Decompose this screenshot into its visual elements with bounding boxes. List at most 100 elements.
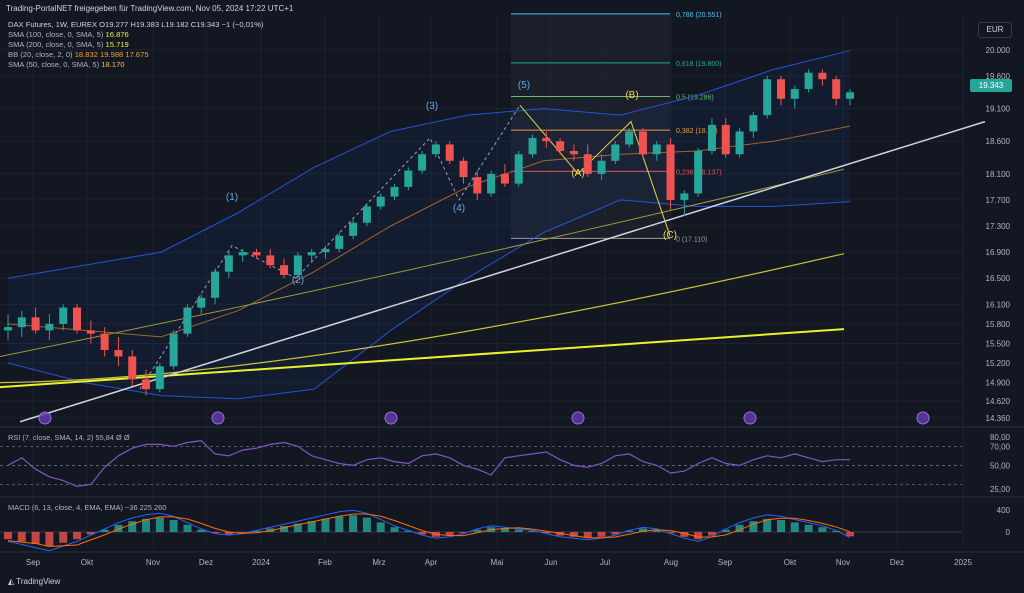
candle-body [100,333,109,350]
macd-histogram-bar [652,529,661,532]
macd-histogram-bar [59,532,68,543]
macd-histogram-bar [224,532,233,535]
candle-body [362,206,371,223]
candle-body [17,317,26,328]
macd-histogram-bar [763,518,772,532]
macd-histogram-bar [45,532,54,547]
event-marker-icon [743,411,757,425]
legend-sma200: SMA (200, close, 0, SMA, 5) 15.719 [8,40,263,50]
macd-histogram-bar [500,528,509,532]
macd-histogram-bar [4,532,12,540]
y-tick-label: 20.000 [986,46,1011,55]
elliott-wave-label: (2) [292,275,304,286]
legend-bb: BB (20, close, 2, 0) 18.832 19.988 17.67… [8,50,263,60]
macd-histogram-bar [362,517,371,532]
event-marker-icon [384,411,398,425]
macd-histogram-bar [252,530,261,532]
macd-histogram-bar [776,520,785,532]
y-tick-label: 16.500 [986,274,1011,283]
fib-level-label: 0,5 (19.286) [676,94,714,101]
macd-histogram-bar [666,532,675,534]
tradingview-logo[interactable]: ◭ TradingView [8,577,60,586]
candle-body [376,196,385,207]
candle-body [776,79,785,99]
macd-histogram-bar [376,522,385,532]
x-tick-label: Jul [600,558,610,567]
candle-body [680,193,689,200]
currency-button[interactable]: EUR [978,22,1012,38]
elliott-impulse-path [139,105,521,390]
legend-sma100-value: 16.876 [105,30,129,39]
candle-body [418,154,427,171]
macd-histogram-bar [846,532,854,537]
rsi-legend[interactable]: RSI (7, close, SMA, 14, 2) 55,84 Ø Ø [8,433,130,442]
candle-body [569,151,578,155]
candle-body [224,255,233,272]
macd-histogram-bar [445,532,454,536]
candle-body [514,154,523,184]
candle-body [487,173,496,194]
macd-tick-label: 0 [1006,528,1011,537]
x-tick-label: Sep [26,558,41,567]
candle-body [459,160,468,178]
elliott-wave-label: (3) [426,101,438,112]
macd-histogram-bar [197,529,206,532]
symbol-line[interactable]: DAX Futures, 1W, EUREX O19.277 H19.383 L… [8,20,264,29]
candle-body [473,177,482,194]
macd-histogram-bar [280,526,289,532]
tradingview-brand: TradingView [16,577,61,586]
candle-body [169,333,178,367]
legend-bb-label[interactable]: BB (20, close, 2, 0) [8,50,73,59]
macd-tick-label: 400 [997,506,1011,515]
macd-histogram-bar [638,528,647,532]
x-tick-label: Nov [836,558,850,567]
macd-histogram-bar [349,515,358,532]
y-tick-label: 17.700 [986,196,1011,205]
macd-histogram-bar [390,527,399,532]
candle-body [500,173,509,184]
sma200-line [0,328,845,389]
elliott-wave-label: (A) [571,168,584,179]
y-tick-label: 17.300 [986,222,1011,231]
legend-sma100-label[interactable]: SMA (100, close, 0, SMA, 5) [8,30,104,39]
y-tick-label: 14.900 [986,379,1011,388]
candle-body [694,151,703,194]
candle-body [790,89,799,99]
macd-histogram-bar [611,532,620,535]
macd-histogram-bar [238,532,247,534]
macd-histogram-bar [142,518,151,532]
macd-histogram-bar [707,532,716,536]
macd-histogram-bar [17,532,26,542]
legend-bb-value: 18.832 19.988 17.675 [74,50,149,59]
rsi-line [7,439,850,488]
legend-sma200-value: 15.719 [105,40,129,49]
candle-body [832,79,841,99]
macd-histogram-bar [542,532,551,534]
macd-histogram-bar [100,529,109,532]
candle-body [652,144,661,155]
macd-histogram-bar [86,532,95,535]
candle-body [266,255,275,266]
rsi-tick-label: 80,00 [990,433,1011,442]
candle-body [735,131,744,155]
candle-body [128,356,137,380]
macd-histogram-bar [514,529,523,532]
macd-legend[interactable]: MACD (6, 13, close, 4, EMA, EMA) −36 225… [8,503,167,512]
candle-body [59,307,68,324]
candle-body [293,255,302,275]
legend-sma50-label[interactable]: SMA (50, close, 0, SMA, 5) [8,60,100,69]
macd-histogram-bar [735,524,744,532]
x-tick-label: Aug [664,558,678,567]
candle-body [31,317,40,331]
macd-signal-line [7,513,851,547]
macd-histogram-bar [680,532,689,537]
macd-histogram-bar [528,530,537,532]
candle-body [721,124,730,155]
y-tick-label: 16.900 [986,248,1011,257]
legend-sma200-label[interactable]: SMA (200, close, 0, SMA, 5) [8,40,104,49]
candle-body [404,170,413,187]
macd-histogram-bar [418,532,427,535]
candle-body [542,137,551,142]
x-tick-label: Mai [491,558,504,567]
